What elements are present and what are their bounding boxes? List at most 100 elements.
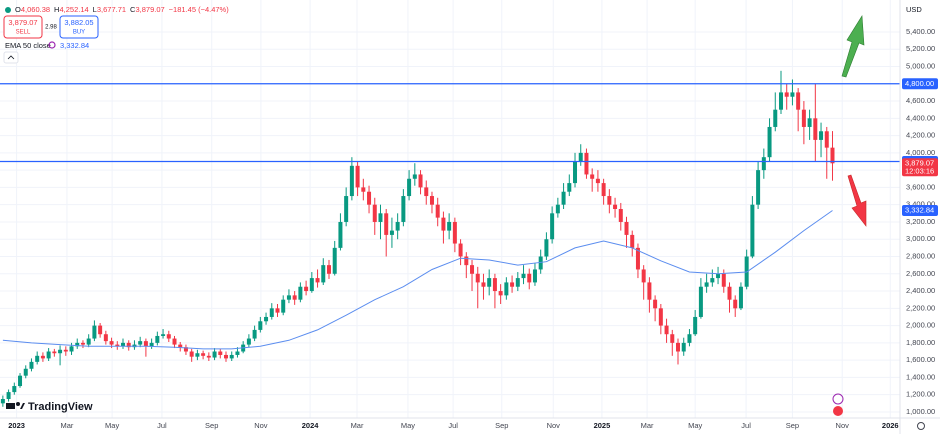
indicator-icon[interactable]	[48, 41, 56, 49]
candle-body	[470, 265, 475, 274]
y-tick-label: 3,000.00	[906, 234, 935, 243]
candle-body	[733, 299, 738, 309]
x-tick-label: Sep	[205, 421, 218, 430]
candle-body	[378, 213, 383, 222]
ohlc-key: O	[15, 5, 21, 14]
candle-body	[121, 342, 126, 347]
candle-body	[578, 152, 583, 162]
brand: TradingView	[28, 401, 93, 413]
candle-body	[35, 355, 40, 362]
candle-body	[538, 256, 543, 270]
candle-body	[98, 325, 103, 335]
level-tag	[902, 78, 938, 90]
candle-body	[738, 286, 743, 309]
y-tick-label: 2,600.00	[906, 269, 935, 278]
y-tick-label: 2,000.00	[906, 321, 935, 330]
ema-tag	[902, 204, 938, 216]
y-tick-label: 1,400.00	[906, 372, 935, 381]
candle-body	[149, 342, 154, 347]
candle-body	[601, 183, 606, 197]
candle-body	[424, 187, 429, 197]
x-tick-label: Mar	[60, 421, 73, 430]
candle-body	[796, 92, 801, 110]
candle-body	[115, 344, 120, 347]
candle-body	[710, 278, 715, 283]
candle-body	[332, 247, 337, 274]
candle-body	[641, 269, 646, 283]
candle-body	[756, 170, 761, 205]
candle-body	[292, 295, 297, 300]
sell-button[interactable]: 3,879.07 SELL	[3, 15, 43, 39]
candle-body	[750, 204, 755, 257]
x-tick-label: Nov	[836, 421, 850, 430]
candle-body	[573, 161, 578, 184]
ohlc-value: 3,879.07	[135, 5, 164, 14]
x-tick-label: May	[401, 421, 415, 430]
flag-icon[interactable]	[833, 406, 843, 416]
candle-body	[63, 349, 68, 352]
candle-body	[401, 196, 406, 222]
candle-body	[761, 157, 766, 171]
y-tick-label: 1,200.00	[906, 390, 935, 399]
candle-body	[550, 213, 555, 240]
candle-body	[653, 299, 658, 309]
ohlc-change: −181.45 (−4.47%)	[169, 5, 230, 14]
status-dot	[5, 7, 11, 13]
event-icon[interactable]	[832, 393, 844, 405]
candle-body	[819, 131, 824, 140]
y-tick-label: 3,400.00	[906, 200, 935, 209]
candle-body	[183, 347, 188, 352]
candle-body	[778, 92, 783, 110]
buy-button[interactable]: 3,882.05 BUY	[59, 15, 99, 39]
candle-body	[281, 299, 286, 313]
candle-body	[361, 187, 366, 192]
candle-body	[647, 282, 652, 300]
y-tick-label: 1,000.00	[906, 407, 935, 416]
candle-body	[338, 221, 343, 248]
candle-body	[155, 335, 160, 343]
level-tag-label: 4,800.00	[905, 79, 934, 88]
settings-button[interactable]	[917, 422, 925, 430]
logo: TradingView	[6, 401, 93, 413]
candle-body	[161, 334, 166, 336]
candle-body	[224, 354, 229, 359]
candle-body	[46, 351, 51, 359]
candle-body	[321, 265, 326, 283]
candle-body	[435, 204, 440, 218]
ohlc-value: 3,677.71	[97, 5, 126, 14]
candle-body	[286, 295, 291, 300]
candle-body	[784, 92, 789, 97]
candle-body	[429, 196, 434, 205]
ema-tag-label: 3,332.84	[905, 205, 934, 214]
candle-body	[92, 325, 97, 339]
candle-body	[475, 273, 480, 283]
y-tick-label: 2,800.00	[906, 251, 935, 260]
candle-body	[441, 217, 446, 231]
candle-body	[544, 239, 549, 257]
spread: 2.98	[45, 25, 57, 31]
x-tick-label: Sep	[495, 421, 508, 430]
y-tick-label: 5,400.00	[906, 27, 935, 36]
candle-body	[189, 351, 194, 357]
y-tick-label: 1,800.00	[906, 338, 935, 347]
candle-body	[229, 354, 234, 359]
ema-line	[2, 210, 833, 350]
candle-body	[698, 286, 703, 317]
ohlc-value: 4,252.14	[59, 5, 88, 14]
y-tick-label: 4,200.00	[906, 131, 935, 140]
candle-body	[40, 355, 45, 359]
candle-body	[86, 338, 91, 345]
candle-body	[246, 338, 251, 345]
currency[interactable]: USD	[906, 5, 922, 14]
candle-body	[721, 273, 726, 287]
candle-body	[52, 351, 57, 354]
candle-body	[447, 221, 452, 231]
collapse-button[interactable]	[3, 51, 19, 64]
y-tick-label: 2,400.00	[906, 286, 935, 295]
candle-body	[23, 368, 28, 376]
sell-label: SELL	[16, 30, 31, 36]
candle-body	[269, 308, 274, 317]
down-arrow	[847, 174, 867, 227]
candle-body	[532, 269, 537, 283]
